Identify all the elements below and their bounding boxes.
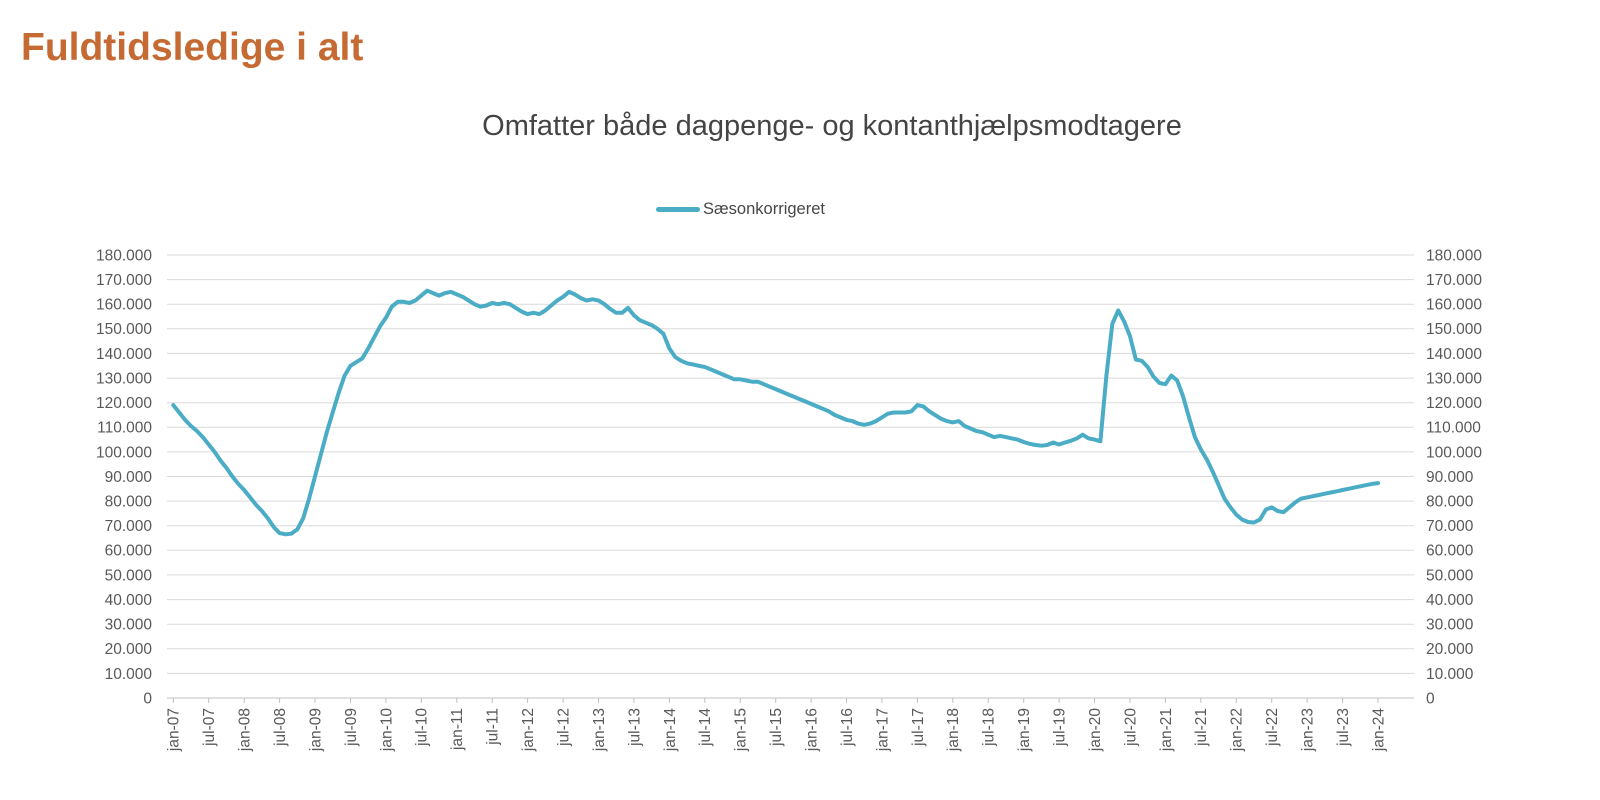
x-tick-label: jul-19 — [1052, 708, 1069, 747]
page-title: Fuldtidsledige i alt — [21, 26, 364, 69]
y-tick-label-left: 10.000 — [105, 666, 153, 683]
chart-title: Omfatter både dagpenge- og kontanthjælps… — [482, 110, 1182, 142]
x-tick-label: jul-16 — [839, 708, 856, 747]
y-tick-label-left: 180.000 — [96, 247, 152, 264]
y-tick-label-left: 120.000 — [96, 395, 152, 412]
x-tick-label: jan-13 — [591, 708, 608, 752]
x-tick-label: jan-23 — [1300, 708, 1317, 752]
y-tick-label-right: 150.000 — [1426, 321, 1482, 338]
x-tick-label: jul-08 — [272, 708, 289, 747]
series-line-saesonkorrigeret — [171, 288, 1380, 537]
x-tick-label: jan-10 — [378, 708, 395, 752]
x-tick-label: jul-13 — [626, 708, 643, 747]
x-tick-label: jan-14 — [662, 708, 679, 752]
y-tick-label-right: 160.000 — [1426, 297, 1482, 314]
y-tick-label-left: 40.000 — [105, 592, 153, 609]
x-tick-label: jul-23 — [1335, 708, 1352, 747]
x-tick-label: jul-07 — [201, 708, 218, 747]
y-axis-labels-left: 0 10.000 20.000 30.000 40.000 50.000 60.000 70.… — [96, 247, 152, 707]
y-tick-label-right: 10.000 — [1426, 666, 1474, 683]
x-tick-label: jul-20 — [1122, 708, 1139, 747]
y-tick-label-left: 0 — [143, 690, 152, 707]
x-tick-label: jan-22 — [1229, 708, 1246, 752]
y-tick-label-left: 110.000 — [97, 420, 152, 437]
y-tick-label-left: 50.000 — [105, 567, 153, 584]
x-tick-label: jul-18 — [981, 708, 998, 747]
x-tick-label: jul-15 — [768, 708, 785, 747]
y-tick-label-right: 30.000 — [1426, 617, 1474, 634]
legend-series-label: Sæsonkorrigeret — [703, 200, 825, 218]
y-tick-label-right: 20.000 — [1426, 641, 1474, 658]
y-tick-label-left: 150.000 — [96, 321, 152, 338]
y-tick-label-left: 140.000 — [96, 346, 152, 363]
y-tick-label-right: 70.000 — [1426, 518, 1474, 535]
y-tick-label-right: 50.000 — [1426, 567, 1474, 584]
y-tick-label-right: 100.000 — [1426, 444, 1482, 461]
x-tick-label: jan-17 — [874, 708, 891, 752]
x-tick-label: jan-08 — [237, 708, 254, 752]
x-tick-label: jan-20 — [1087, 708, 1104, 752]
x-tick-label: jan-18 — [945, 708, 962, 752]
y-tick-label-right: 40.000 — [1426, 592, 1474, 609]
y-tick-label-left: 100.000 — [96, 444, 152, 461]
x-tick-label: jul-21 — [1193, 708, 1210, 747]
x-tick-label: jan-19 — [1016, 708, 1033, 752]
x-tick-label: jul-14 — [697, 708, 714, 747]
x-tick-label: jul-10 — [414, 708, 431, 747]
y-tick-label-left: 160.000 — [96, 297, 152, 314]
y-tick-label-left: 20.000 — [105, 641, 153, 658]
x-tick-label: jan-15 — [733, 708, 750, 752]
x-tick-label: jan-24 — [1370, 708, 1387, 752]
x-tick-label: jul-11 — [485, 708, 502, 746]
y-tick-label-right: 180.000 — [1426, 247, 1482, 264]
x-tick-label: jan-11 — [449, 708, 466, 751]
chart-legend: Sæsonkorrigeret — [656, 200, 825, 219]
y-tick-label-left: 90.000 — [105, 469, 153, 486]
y-tick-label-right: 120.000 — [1426, 395, 1482, 412]
x-tick-label: jan-07 — [166, 708, 183, 752]
y-tick-label-right: 90.000 — [1426, 469, 1474, 486]
y-tick-label-left: 70.000 — [105, 518, 153, 535]
y-tick-label-right: 140.000 — [1426, 346, 1482, 363]
x-axis — [167, 697, 1414, 703]
x-tick-label: jul-22 — [1264, 708, 1281, 747]
y-tick-label-right: 110.000 — [1426, 420, 1481, 437]
legend-line-marker-icon — [656, 207, 700, 212]
y-tick-label-left: 30.000 — [105, 617, 153, 634]
y-tick-label-right: 60.000 — [1426, 543, 1474, 560]
x-tick-label: jul-12 — [556, 708, 573, 747]
x-tick-label: jul-09 — [343, 708, 360, 747]
x-tick-label: jan-09 — [307, 708, 324, 752]
x-tick-label: jan-12 — [520, 708, 537, 752]
x-tick-label: jan-21 — [1158, 708, 1175, 752]
y-tick-label-right: 0 — [1426, 690, 1435, 707]
y-tick-label-left: 170.000 — [96, 272, 152, 289]
y-tick-label-right: 80.000 — [1426, 494, 1474, 511]
x-axis-labels: jan-07 jul-07 jan-08 jul-08 jan-09 jul-09 jan-… — [166, 708, 1388, 752]
y-tick-label-left: 130.000 — [96, 371, 152, 388]
y-axis-labels-right: 0 10.000 20.000 30.000 40.000 50.000 60.000 70.… — [1426, 247, 1482, 707]
x-tick-label: jul-17 — [910, 708, 927, 747]
y-tick-label-right: 170.000 — [1426, 272, 1482, 289]
y-tick-label-right: 130.000 — [1426, 371, 1482, 388]
y-gridlines — [167, 254, 1414, 674]
y-tick-label-left: 60.000 — [105, 543, 153, 560]
y-tick-label-left: 80.000 — [105, 494, 153, 511]
x-tick-label: jan-16 — [804, 708, 821, 752]
